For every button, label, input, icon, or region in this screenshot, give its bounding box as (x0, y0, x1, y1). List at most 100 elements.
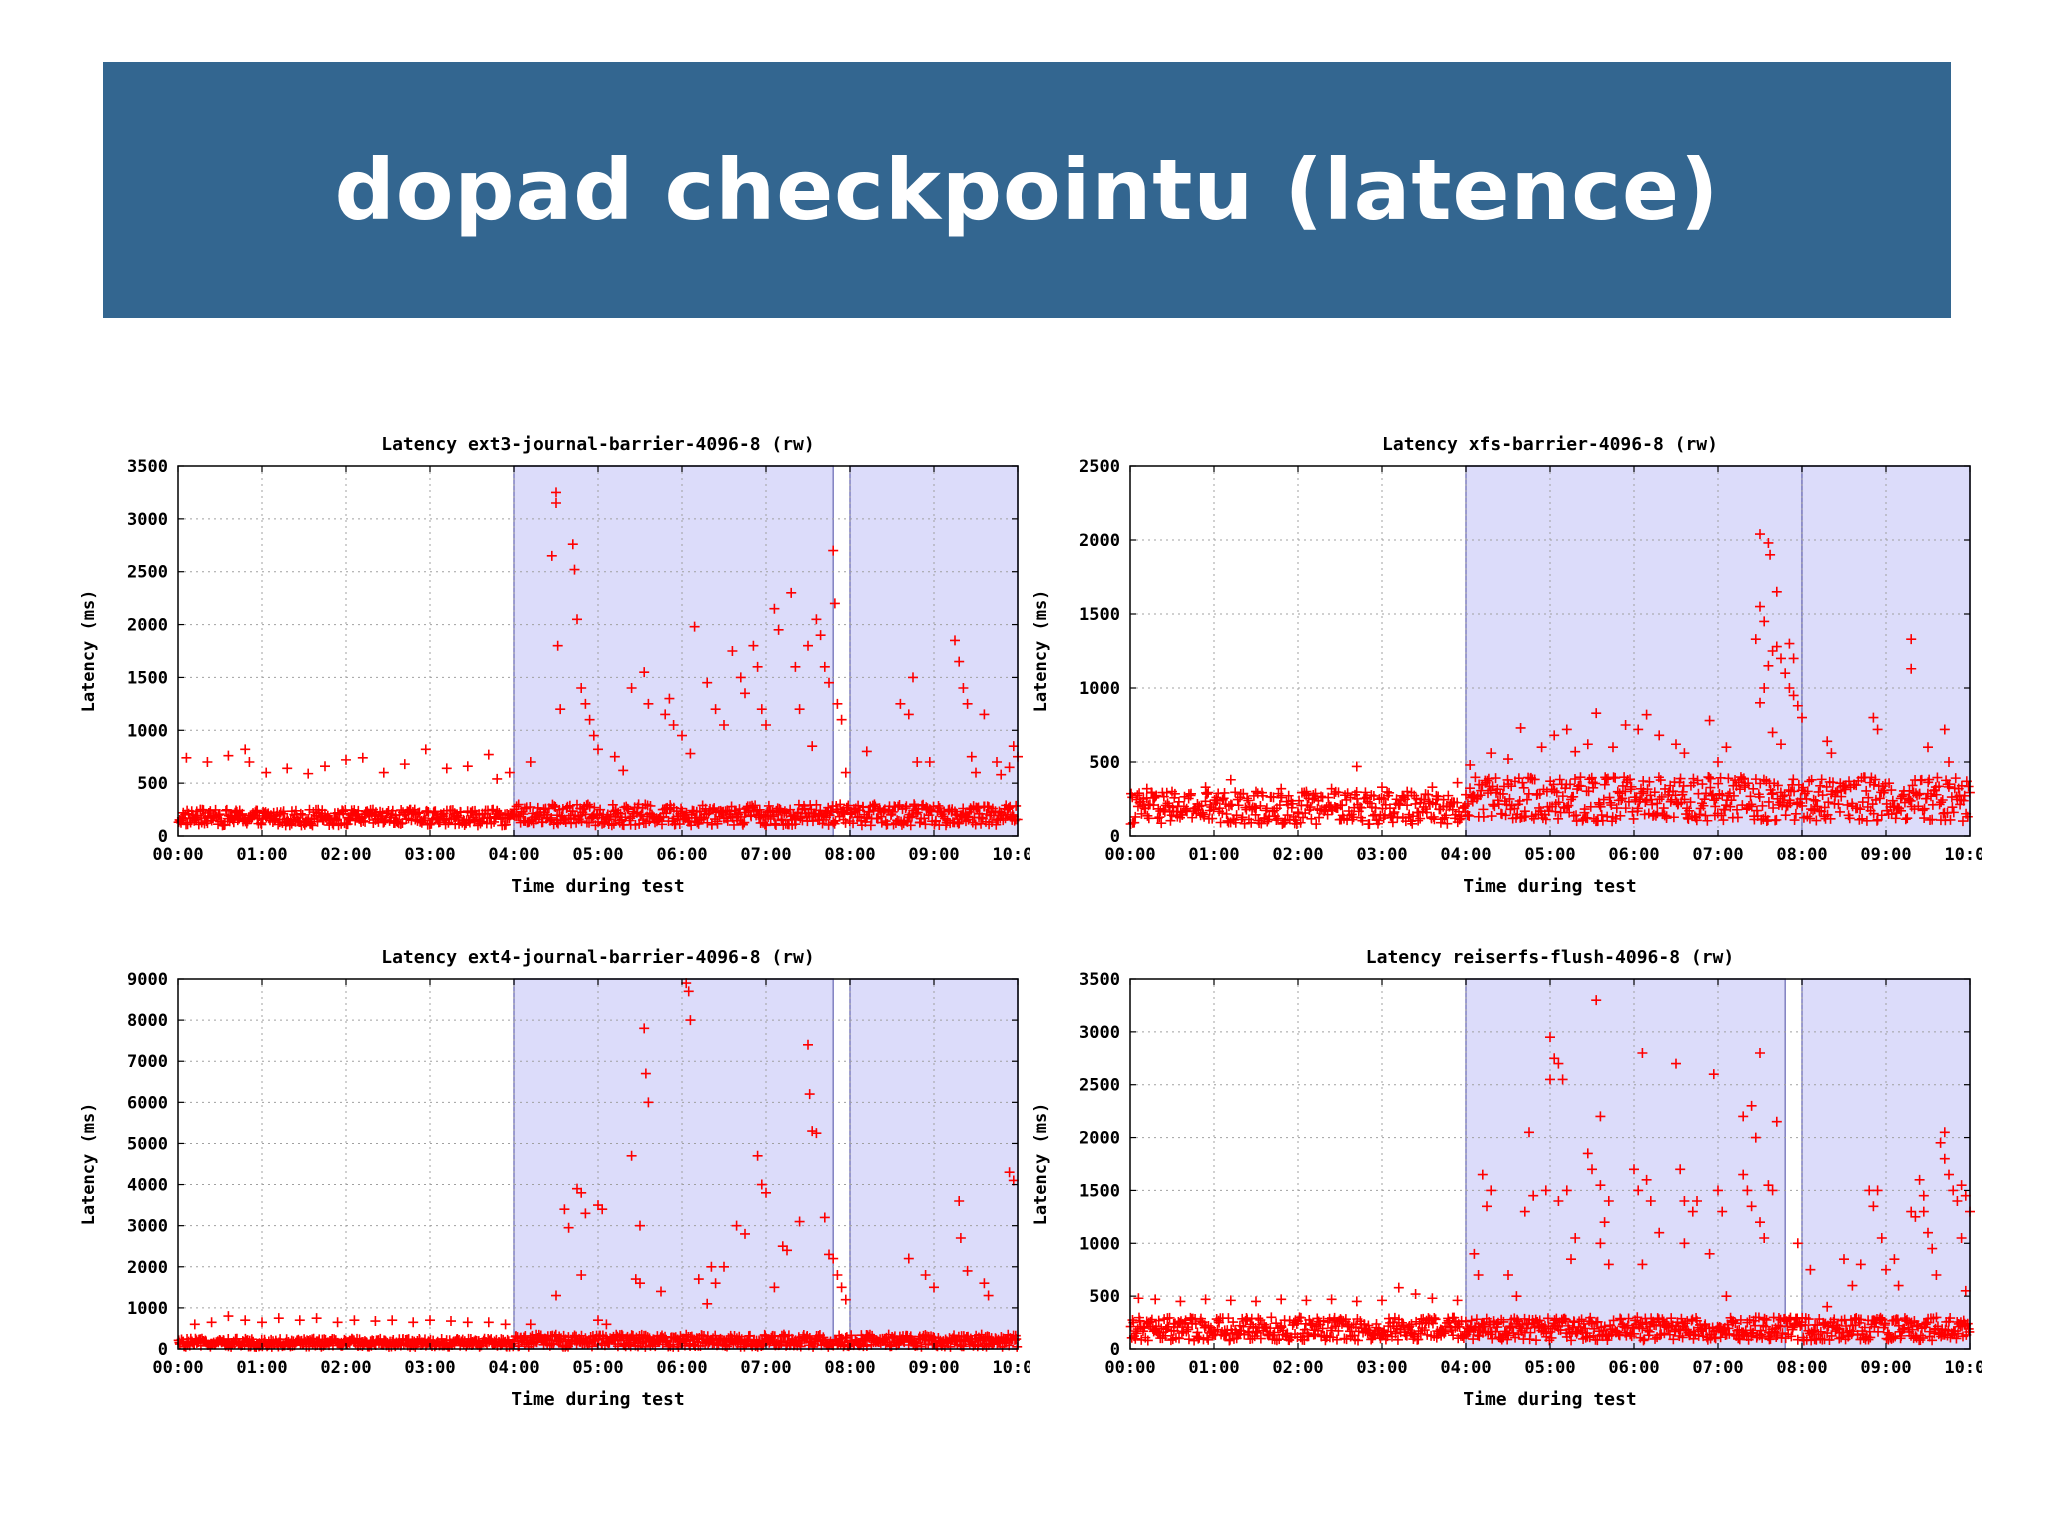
baseline-point (1136, 808, 1147, 819)
baseline-point (1305, 1318, 1316, 1329)
baseline-point (1743, 778, 1754, 789)
baseline-point (1318, 1315, 1329, 1326)
data-point (958, 683, 969, 693)
baseline-point (843, 800, 854, 811)
data-point (983, 1290, 994, 1301)
data-point (387, 1315, 398, 1326)
baseline-point (567, 806, 578, 817)
baseline-point (1490, 1326, 1501, 1337)
baseline-point (1183, 1324, 1194, 1335)
baseline-point (1701, 788, 1712, 799)
data-point (811, 614, 822, 625)
x-tick-label: 05:00 (572, 845, 623, 865)
baseline-point (1303, 1331, 1314, 1342)
baseline-point (1927, 814, 1938, 825)
baseline-point (1615, 810, 1626, 821)
data-point (1671, 1058, 1681, 1069)
data-point (1692, 1196, 1702, 1206)
baseline-point (1874, 793, 1885, 804)
baseline-point (1931, 789, 1942, 800)
baseline-point (1761, 1314, 1772, 1325)
baseline-point (1255, 1333, 1266, 1344)
data-point (962, 1265, 973, 1276)
data-point (1410, 1289, 1421, 1300)
baseline-point (1331, 1334, 1342, 1345)
x-tick-label: 10:00 (1944, 1358, 1982, 1378)
data-point (1721, 742, 1732, 753)
data-point (1767, 727, 1778, 738)
baseline-point (622, 1331, 633, 1342)
baseline-point (459, 820, 470, 831)
title-banner: dopad checkpointu (latence) (103, 62, 1951, 318)
y-tick-label: 2500 (127, 563, 168, 583)
baseline-point (1721, 800, 1732, 811)
baseline-point (1894, 803, 1905, 814)
data-point (311, 1313, 322, 1324)
baseline-point (1735, 1314, 1746, 1325)
baseline-point (1557, 791, 1568, 802)
baseline-point (1836, 1332, 1847, 1343)
baseline-point (500, 819, 511, 830)
baseline-point (1815, 1326, 1826, 1337)
baseline-point (1615, 1313, 1626, 1324)
baseline-point (721, 1341, 732, 1352)
data-point (1549, 1053, 1560, 1064)
baseline-point (1217, 808, 1228, 819)
baseline-point (1251, 803, 1262, 814)
y-tick-label: 1000 (127, 1299, 168, 1319)
baseline-point (419, 812, 430, 823)
baseline-point (1462, 798, 1473, 809)
baseline-point (1705, 782, 1716, 793)
baseline-point (1827, 777, 1838, 788)
baseline-point (1825, 813, 1836, 824)
baseline-point (1625, 774, 1636, 785)
data-point (1839, 1254, 1849, 1265)
baseline-point (1702, 815, 1713, 826)
baseline-point (1950, 773, 1961, 784)
baseline-point (1616, 794, 1627, 805)
baseline-point (1661, 811, 1672, 822)
baseline-point (1525, 1327, 1536, 1338)
baseline-point (1238, 1321, 1249, 1332)
baseline-point (1228, 1317, 1239, 1328)
data-point (1780, 668, 1791, 679)
x-tick-label: 06:00 (656, 1358, 707, 1378)
data-point (979, 709, 990, 720)
baseline-point (1415, 813, 1426, 824)
baseline-point (1782, 1321, 1793, 1332)
y-tick-label: 3500 (127, 457, 168, 477)
baseline-point (1919, 803, 1930, 814)
data-point (861, 746, 872, 757)
data-point (1923, 742, 1933, 753)
baseline-point (1175, 807, 1186, 818)
data-point (588, 730, 599, 741)
x-tick-label: 06:00 (1608, 1358, 1659, 1378)
data-point (832, 1270, 843, 1280)
data-point (1637, 1048, 1648, 1058)
data-point (1608, 742, 1618, 753)
baseline-point (1870, 774, 1881, 785)
baseline-point (582, 799, 593, 810)
data-point (1918, 1190, 1929, 1201)
y-tick-label: 2000 (1079, 531, 1120, 551)
baseline-point (353, 805, 364, 816)
data-point (1822, 1301, 1833, 1312)
baseline-point (668, 813, 679, 824)
baseline-point (1786, 1331, 1797, 1342)
baseline-point (1402, 800, 1413, 811)
baseline-point (973, 802, 984, 813)
data-point (1826, 748, 1837, 759)
data-point (576, 1270, 587, 1280)
baseline-point (1873, 1326, 1884, 1337)
x-tick-label: 02:00 (1272, 845, 1323, 865)
y-tick-label: 1500 (127, 668, 168, 688)
baseline-point (841, 802, 852, 813)
data-point (555, 704, 566, 715)
data-point (1008, 1175, 1019, 1186)
data-point (1225, 1295, 1236, 1306)
data-point (303, 768, 314, 779)
baseline-point (1959, 790, 1970, 801)
x-tick-label: 05:00 (572, 1358, 623, 1378)
data-point (1746, 1201, 1757, 1212)
y-tick-label: 3000 (127, 510, 168, 530)
